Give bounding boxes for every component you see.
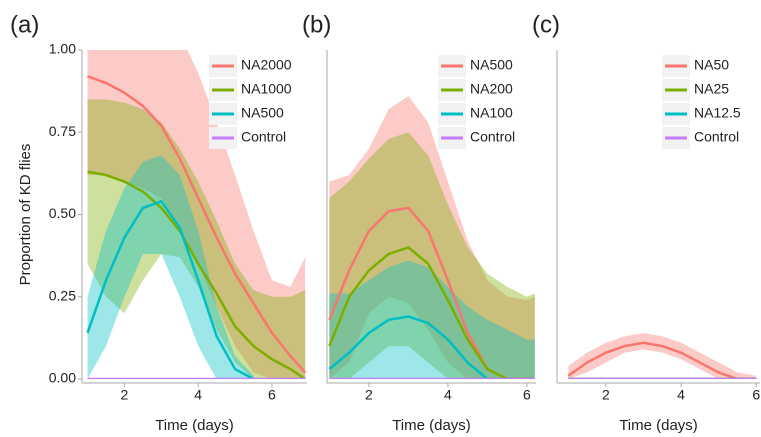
plot-area xyxy=(567,332,757,379)
x-tick-label: 6 xyxy=(752,387,760,403)
y-tick-label: 0.75 xyxy=(49,123,76,139)
y-tick-label: 0.00 xyxy=(49,370,76,386)
legend-label: Control xyxy=(470,129,515,145)
panel-label: (c) xyxy=(532,11,560,38)
x-tick-label: 4 xyxy=(677,387,685,403)
x-tick-label: 4 xyxy=(194,387,202,403)
legend-label: NA12.5 xyxy=(694,105,741,121)
confidence-band xyxy=(568,332,757,379)
legend-label: NA500 xyxy=(241,105,284,121)
confidence-band xyxy=(87,99,306,379)
series-line xyxy=(567,341,757,379)
y-axis-title: Proportion of KD flies xyxy=(17,144,34,286)
x-axis-title: Time (days) xyxy=(392,417,471,434)
legend-label: NA25 xyxy=(694,81,729,97)
confidence-band xyxy=(329,260,535,379)
panel-label: (a) xyxy=(10,11,39,38)
series-line xyxy=(87,75,307,374)
x-tick-label: 2 xyxy=(121,387,129,403)
x-tick-label: 6 xyxy=(523,387,531,403)
confidence-band xyxy=(329,132,535,379)
legend-label: NA200 xyxy=(470,81,513,97)
x-tick-label: 6 xyxy=(268,387,276,403)
series-line xyxy=(86,199,255,379)
x-tick-label: 2 xyxy=(602,387,610,403)
x-tick-label: 4 xyxy=(444,387,452,403)
plot-area xyxy=(86,50,307,379)
panel-label: (b) xyxy=(302,11,331,38)
legend-label: Control xyxy=(694,129,739,145)
legend-label: NA2000 xyxy=(241,57,292,73)
y-tick-label: 0.25 xyxy=(49,287,76,303)
series-line xyxy=(87,170,306,379)
series-line xyxy=(328,245,535,379)
legend-label: NA100 xyxy=(470,105,513,121)
legend-label: Control xyxy=(241,129,286,145)
plot-area xyxy=(328,96,535,379)
x-axis-title: Time (days) xyxy=(155,417,234,434)
series-line xyxy=(328,206,535,379)
legend-label: NA50 xyxy=(694,57,729,73)
series-line xyxy=(328,315,489,379)
x-axis-title: Time (days) xyxy=(619,417,698,434)
x-tick-label: 2 xyxy=(365,387,373,403)
y-tick-label: 1.00 xyxy=(49,41,76,57)
legend-label: NA1000 xyxy=(241,81,292,97)
legend-label: NA500 xyxy=(470,57,513,73)
y-tick-label: 0.50 xyxy=(49,205,76,221)
